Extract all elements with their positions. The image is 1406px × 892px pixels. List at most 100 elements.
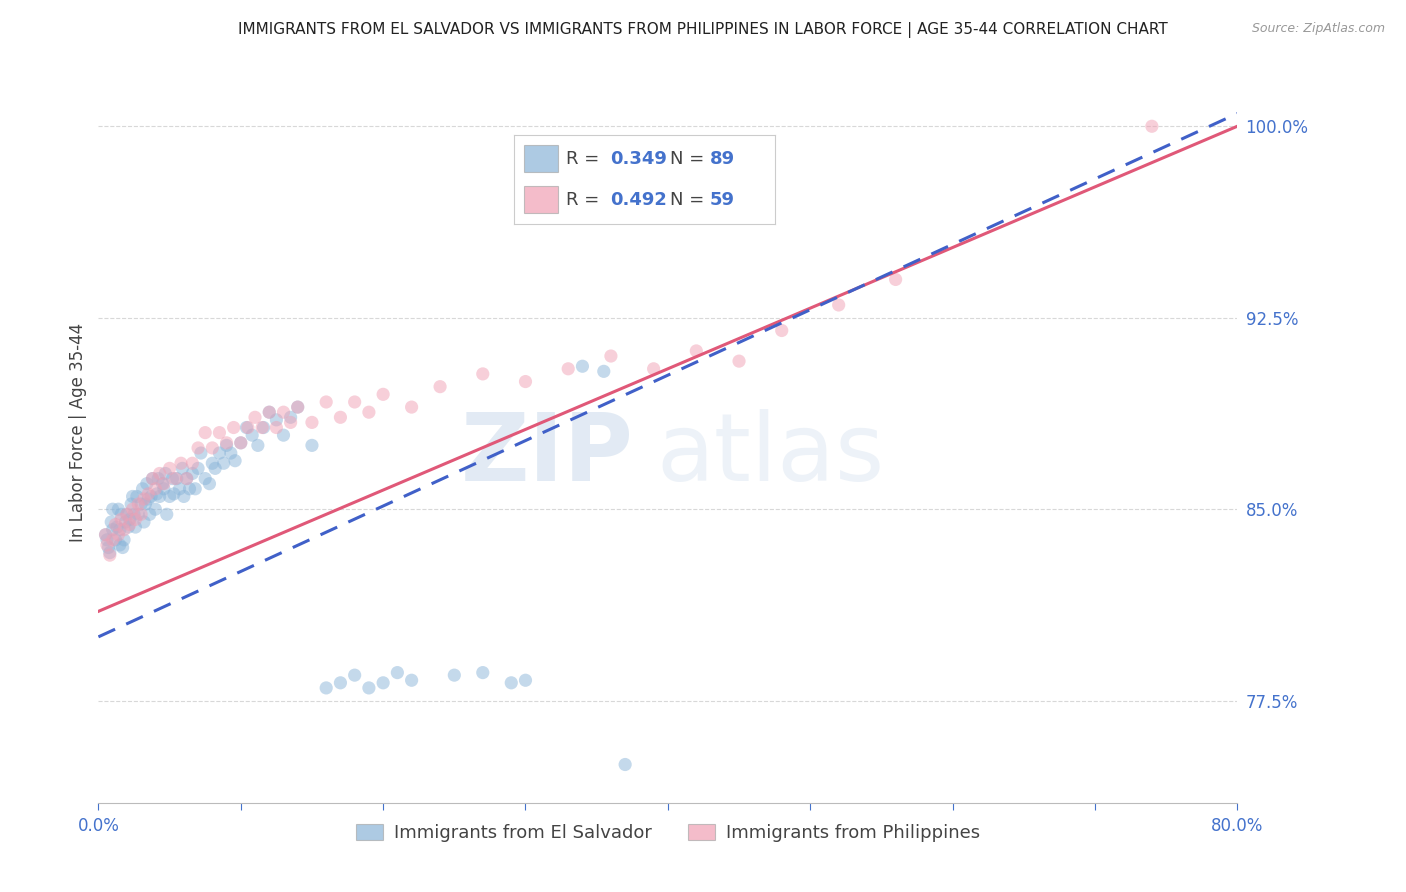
- Point: [145, 482, 167, 496]
- Point: [259, 405, 281, 419]
- Point: [614, 757, 637, 772]
- Point: [131, 482, 153, 496]
- Point: [179, 482, 201, 496]
- Point: [110, 512, 132, 526]
- Point: [118, 512, 141, 526]
- Text: 89: 89: [710, 150, 735, 168]
- Point: [111, 541, 134, 555]
- Point: [387, 665, 409, 680]
- Point: [136, 491, 159, 506]
- Point: [149, 467, 172, 481]
- Point: [201, 441, 224, 455]
- Point: [571, 359, 593, 374]
- Point: [138, 508, 160, 522]
- Point: [224, 453, 246, 467]
- Point: [343, 668, 366, 682]
- Point: [273, 428, 295, 442]
- Point: [108, 538, 131, 552]
- Point: [728, 354, 751, 368]
- Point: [252, 420, 274, 434]
- Point: [770, 324, 793, 338]
- FancyBboxPatch shape: [524, 186, 558, 213]
- Text: Source: ZipAtlas.com: Source: ZipAtlas.com: [1251, 22, 1385, 36]
- Point: [149, 490, 172, 504]
- Point: [163, 487, 186, 501]
- Text: atlas: atlas: [657, 409, 884, 500]
- Point: [122, 508, 145, 522]
- Point: [107, 502, 129, 516]
- Point: [155, 467, 177, 481]
- Point: [124, 520, 146, 534]
- Text: IMMIGRANTS FROM EL SALVADOR VS IMMIGRANTS FROM PHILIPPINES IN LABOR FORCE | AGE : IMMIGRANTS FROM EL SALVADOR VS IMMIGRANT…: [238, 22, 1168, 38]
- Point: [115, 508, 138, 522]
- Point: [112, 533, 135, 547]
- Point: [329, 675, 352, 690]
- Point: [357, 405, 380, 419]
- Point: [96, 538, 118, 552]
- Point: [159, 490, 181, 504]
- Point: [120, 497, 142, 511]
- Text: R =: R =: [565, 191, 605, 209]
- Point: [600, 349, 623, 363]
- Point: [94, 527, 117, 541]
- Point: [643, 361, 665, 376]
- Point: [187, 441, 209, 455]
- Point: [315, 681, 337, 695]
- Point: [141, 472, 163, 486]
- Point: [94, 527, 117, 541]
- Legend: Immigrants from El Salvador, Immigrants from Philippines: Immigrants from El Salvador, Immigrants …: [349, 816, 987, 849]
- Point: [373, 675, 395, 690]
- Point: [208, 446, 231, 460]
- Point: [135, 476, 157, 491]
- Point: [315, 395, 337, 409]
- Point: [401, 400, 423, 414]
- Point: [117, 520, 139, 534]
- Point: [266, 413, 288, 427]
- Point: [250, 420, 273, 434]
- Point: [162, 472, 184, 486]
- Point: [121, 502, 143, 516]
- Point: [139, 490, 162, 504]
- Point: [98, 548, 121, 562]
- Point: [129, 497, 152, 511]
- Point: [828, 298, 851, 312]
- Point: [429, 379, 451, 393]
- Point: [127, 497, 149, 511]
- Point: [329, 410, 352, 425]
- Point: [280, 416, 302, 430]
- Point: [471, 367, 494, 381]
- Point: [194, 425, 217, 440]
- Point: [343, 395, 366, 409]
- Point: [146, 487, 169, 501]
- Text: N =: N =: [671, 191, 710, 209]
- Point: [101, 533, 124, 547]
- Point: [153, 476, 176, 491]
- Point: [141, 472, 163, 486]
- Point: [215, 438, 238, 452]
- Point: [219, 446, 242, 460]
- Point: [190, 446, 212, 460]
- Point: [229, 435, 252, 450]
- Point: [229, 435, 252, 450]
- Point: [212, 456, 235, 470]
- Point: [176, 472, 198, 486]
- Point: [134, 497, 156, 511]
- Point: [1140, 120, 1163, 134]
- Point: [246, 438, 269, 452]
- Point: [145, 502, 167, 516]
- Point: [115, 508, 138, 522]
- Point: [235, 420, 257, 434]
- FancyBboxPatch shape: [524, 145, 558, 172]
- Point: [172, 461, 194, 475]
- Point: [515, 375, 537, 389]
- Point: [98, 546, 121, 560]
- Text: R =: R =: [565, 150, 605, 168]
- Point: [471, 665, 494, 680]
- Point: [100, 515, 122, 529]
- Point: [101, 523, 124, 537]
- Point: [592, 364, 614, 378]
- Point: [259, 405, 281, 419]
- Point: [97, 541, 120, 555]
- Point: [557, 361, 579, 376]
- Point: [132, 491, 155, 506]
